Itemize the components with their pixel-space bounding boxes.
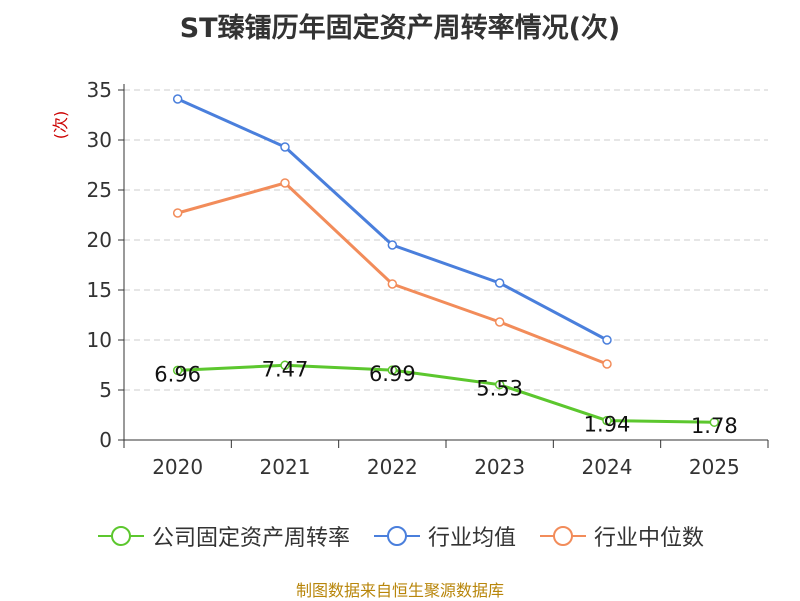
point-industry_median[interactable] [172,208,183,218]
legend-marker-company [97,526,144,546]
point-company[interactable] [602,415,612,426]
x-tick-label: 2024 [582,455,633,479]
data-label: 6.99 [369,362,416,386]
series-line-company [177,363,715,424]
point-industry_avg[interactable] [172,94,183,104]
point-company[interactable] [387,365,398,375]
data-label: 6.96 [154,362,201,386]
point-company[interactable] [172,365,183,376]
legend-item-industry-avg[interactable]: 行业均值 [372,520,516,552]
legend-label-company: 公司固定资产周转率 [151,526,350,551]
legend-label-industry-median: 行业中位数 [594,526,705,551]
y-tick-label: 10 [87,328,112,352]
x-tick-label: 2022 [367,455,418,479]
point-industry_median[interactable] [602,359,612,369]
x-tick-label: 2020 [152,455,203,479]
y-axis-label: (次) [51,111,70,140]
point-company[interactable] [280,360,290,371]
y-tick-label: 5 [99,378,112,402]
chart-title: ST臻镭历年固定资产周转率情况(次) [179,13,621,44]
series-line-industry_avg [177,97,608,342]
point-industry_avg[interactable] [602,335,612,345]
legend-item-industry-median[interactable]: 行业中位数 [538,520,704,552]
y-tick-label: 15 [87,278,112,302]
source-note: 制图数据来自恒生聚源数据库 [295,581,504,600]
x-tick-label: 2025 [689,455,740,479]
data-label: 1.94 [584,413,631,437]
legend: 公司固定资产周转率 行业均值 行业中位数 [0,518,800,554]
y-tick-label: 30 [87,128,112,152]
legend-label-industry-avg: 行业均值 [427,526,516,551]
y-tick-label: 35 [87,78,112,102]
point-company[interactable] [494,379,505,390]
point-industry_avg[interactable] [280,142,290,152]
legend-marker-industry-avg [373,526,420,546]
y-tick-label: 0 [99,428,112,452]
y-tick-label: 20 [87,228,112,252]
x-tick-label: 2023 [474,455,525,479]
series-line-industry_median [177,181,608,366]
point-industry_avg[interactable] [494,278,505,288]
legend-marker-industry-median [540,526,586,546]
y-tick-label: 25 [87,178,112,202]
point-company[interactable] [709,417,720,427]
data-label: 5.53 [476,377,523,401]
point-industry_median[interactable] [387,279,398,289]
data-label: 1.78 [691,414,738,438]
point-industry_median[interactable] [280,178,290,188]
x-tick-label: 2021 [260,455,311,479]
point-industry_avg[interactable] [387,240,398,250]
point-industry_median[interactable] [494,317,505,327]
data-label: 7.47 [262,357,309,381]
legend-item-company[interactable]: 公司固定资产周转率 [96,520,350,552]
